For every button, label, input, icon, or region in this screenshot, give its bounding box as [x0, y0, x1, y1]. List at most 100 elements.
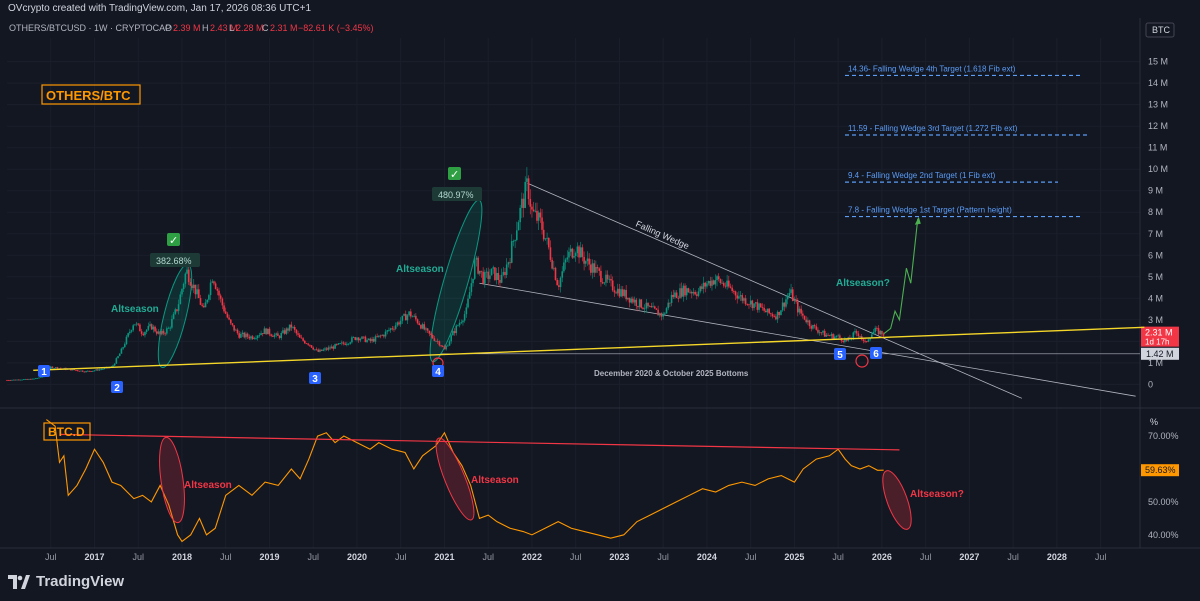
price-tick-label: 13 M [1148, 100, 1168, 110]
yellow-trendline [33, 326, 1145, 372]
candle-body [670, 294, 673, 303]
candle-body [322, 349, 325, 351]
candle-body [865, 341, 868, 343]
candle-body [684, 285, 686, 296]
candle-body [154, 326, 156, 332]
candle-body [53, 368, 55, 369]
candle-body [233, 325, 235, 331]
candle-body [655, 308, 658, 310]
candle-body [628, 297, 631, 303]
price-axis[interactable]: 01 M2 M3 M4 M5 M6 M7 M8 M9 M10 M11 M12 M… [1141, 57, 1179, 390]
point-marker-box [432, 365, 444, 377]
candle-body [36, 378, 39, 379]
candle-body [198, 289, 200, 299]
candle-body [744, 298, 747, 305]
candle-body [765, 310, 767, 313]
candle-body [457, 325, 459, 327]
tradingview-logo[interactable]: TradingView [8, 573, 124, 590]
candle-body [499, 280, 501, 283]
candle-body [556, 279, 558, 286]
point-marker-1: 1 [41, 367, 47, 378]
candle-body [364, 336, 367, 343]
point-marker-4: 4 [435, 367, 441, 378]
candle-body [669, 302, 671, 304]
candle-body [80, 370, 82, 372]
price-scale-badge-box[interactable] [1145, 22, 1175, 38]
percent-axis[interactable]: 40.00%50.00%60.00%70.00%59.63% [1141, 431, 1179, 540]
candle-body [273, 334, 276, 337]
candle-body [199, 298, 202, 305]
candle-body [478, 270, 481, 274]
candle-body [346, 343, 348, 345]
candle-body [711, 280, 713, 286]
candle-body [531, 206, 533, 210]
candle-body [388, 330, 390, 331]
candle-body [98, 369, 101, 371]
candle-body [38, 377, 40, 379]
candle-body [749, 300, 752, 305]
candle-body [265, 328, 267, 335]
candle-body [389, 328, 392, 331]
candle-body [356, 337, 358, 340]
candle-body [310, 345, 313, 348]
legend-change: −82.61 K (−3.45%) [298, 23, 374, 33]
candle-body [536, 210, 538, 221]
candle-body [487, 271, 489, 279]
candle-body [201, 304, 203, 306]
candle-body [828, 335, 831, 337]
candle-body [248, 336, 251, 339]
candle-body [638, 299, 641, 308]
candle-body [362, 336, 365, 338]
candle-body [775, 316, 777, 320]
candle-body [566, 257, 569, 260]
candle-body [717, 276, 720, 280]
candle-body [307, 343, 309, 345]
legend-symbol: OTHERS/BTCUSD · 1W · CRYPTOCAP [9, 23, 171, 33]
candle-body [450, 335, 452, 342]
candle-body [39, 376, 42, 378]
candle-body [608, 278, 611, 280]
candle-body [862, 339, 865, 341]
candle-body [258, 334, 261, 336]
candle-body [192, 284, 195, 288]
candle-body [164, 333, 166, 335]
candle-body [480, 270, 483, 272]
candle-body [71, 369, 74, 371]
time-tick-label: Jul [482, 552, 494, 562]
candle-body [463, 314, 466, 321]
candle-body [219, 295, 222, 299]
candle-body [467, 298, 469, 308]
candle-body [73, 369, 76, 371]
candle-body [830, 334, 833, 336]
candle-body [100, 369, 103, 370]
pct-scale-badge: % [1150, 417, 1158, 427]
candle-body [653, 306, 656, 309]
time-axis[interactable]: Jul 2017 Jul 2018 Jul 2019 Jul 2020 Jul 2021 Jul 20… [45, 552, 1106, 562]
candle-body [835, 336, 838, 337]
candle-body [187, 269, 190, 283]
chart-canvas[interactable]: OTHERS/BTCUSD · 1W · CRYPTOCAP O 2.39 M … [0, 18, 1200, 566]
candle-body [393, 328, 395, 330]
candle-body [515, 230, 518, 241]
candle-body [753, 303, 755, 309]
candle-body [293, 327, 296, 330]
candle-body [778, 311, 781, 316]
candle-body [465, 307, 468, 315]
percent-tick-label: 40.00% [1148, 530, 1179, 540]
time-tick-label: 2020 [347, 552, 367, 562]
candle-body [372, 338, 375, 342]
candle-body [554, 267, 557, 280]
candle-body [436, 340, 439, 342]
candle-body [492, 267, 495, 269]
candle-body [591, 263, 594, 273]
candle-body [726, 280, 728, 287]
candle-body [134, 324, 136, 326]
candle-body [332, 346, 335, 349]
candle-body [495, 272, 498, 280]
candle-body [23, 379, 25, 381]
candle-body [160, 330, 163, 335]
candle-body [468, 292, 471, 299]
candle-body [85, 371, 87, 373]
candle-body [568, 251, 570, 258]
candle-body [339, 343, 341, 345]
